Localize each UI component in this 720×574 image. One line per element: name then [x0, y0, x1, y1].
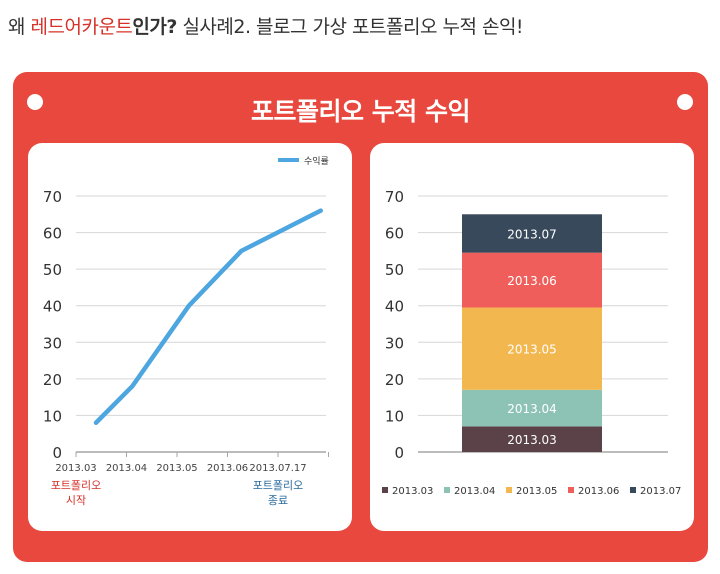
page-headline: 왜 레드어카운트인가? 실사례2. 블로그 가상 포트폴리오 누적 손익! — [8, 12, 524, 39]
y-tick-label: 70 — [43, 188, 62, 206]
headline-prefix: 왜 — [8, 16, 31, 38]
headline-suffix: 인가? — [132, 16, 177, 38]
y-tick-label: 10 — [385, 407, 404, 425]
annotation-label: 포트폴리오 — [253, 479, 304, 492]
bar-segment-label: 2013.05 — [507, 343, 557, 357]
legend-swatch — [630, 487, 636, 493]
bar-segment-label: 2013.03 — [507, 433, 557, 447]
headline-brand: 레드어카운트 — [30, 16, 133, 38]
bar-segment-label: 2013.07 — [507, 227, 557, 241]
y-tick-label: 60 — [385, 225, 404, 243]
y-tick-label: 10 — [43, 407, 62, 425]
annotation-label: 포트폴리오 — [51, 479, 102, 492]
bar-segment-label: 2013.06 — [507, 274, 557, 288]
bar-segment-2013.04 — [462, 389, 602, 427]
y-tick-label: 30 — [43, 334, 62, 352]
legend-swatch — [382, 487, 388, 493]
bar-segment-label: 2013.04 — [507, 402, 557, 416]
y-tick-label: 20 — [385, 371, 404, 389]
bar-segment-2013.06 — [462, 252, 602, 308]
x-tick-label: 2013.03 — [55, 463, 96, 474]
legend-label: 2013.07 — [640, 486, 681, 497]
y-tick-label: 40 — [43, 298, 62, 316]
legend-swatch — [444, 487, 450, 493]
y-tick-label: 50 — [43, 261, 62, 279]
y-tick-label: 70 — [385, 188, 404, 206]
series-line-수익률 — [93, 208, 323, 425]
headline-rest: 실사례2. 블로그 가상 포트폴리오 누적 손익! — [176, 16, 524, 38]
annotation-label: 종료 — [268, 494, 288, 507]
bar-segment-2013.05 — [462, 307, 602, 390]
bar-segment-2013.03 — [462, 426, 602, 452]
x-tick-label: 2013.05 — [156, 463, 197, 474]
legend-label: 수익률 — [304, 155, 329, 167]
x-tick-label: 2013.06 — [207, 463, 248, 474]
left-punch-hole — [27, 94, 43, 110]
bar-segment-2013.07 — [462, 214, 602, 253]
panel-title: 포트폴리오 누적 수익 — [251, 97, 470, 126]
line-chart-card: 0 10 20 30 40 50 60 70 2013.03 2013.04 2013.05 2013… — [28, 143, 352, 531]
y-tick-label: 40 — [385, 298, 404, 316]
right-punch-hole — [677, 94, 693, 110]
legend-swatch — [568, 487, 574, 493]
y-tick-label: 0 — [52, 444, 62, 462]
x-tick-label: 2013.04 — [106, 463, 147, 474]
legend-swatch — [506, 487, 512, 493]
y-tick-label: 50 — [385, 261, 404, 279]
y-tick-label: 20 — [43, 371, 62, 389]
y-tick-label: 0 — [394, 444, 404, 462]
line-chart: 0 10 20 30 40 50 60 70 2013.03 2013.04 2013.05 2013… — [43, 155, 329, 507]
stacked-bar-card: 0 10 20 30 40 50 60 70 2013.03 2013.04 2013.05 2013… — [370, 143, 694, 531]
annotation-label: 시작 — [66, 494, 86, 507]
legend-label: 2013.06 — [578, 486, 619, 497]
legend-label: 2013.04 — [454, 486, 495, 497]
stacked-bar-chart: 0 10 20 30 40 50 60 70 2013.03 2013.04 2013.05 2013… — [382, 188, 681, 497]
legend-label: 2013.03 — [392, 486, 433, 497]
legend-label: 2013.05 — [516, 486, 557, 497]
x-tick-label: 2013.07.17 — [249, 463, 306, 474]
y-tick-label: 60 — [43, 225, 62, 243]
y-tick-label: 30 — [385, 334, 404, 352]
